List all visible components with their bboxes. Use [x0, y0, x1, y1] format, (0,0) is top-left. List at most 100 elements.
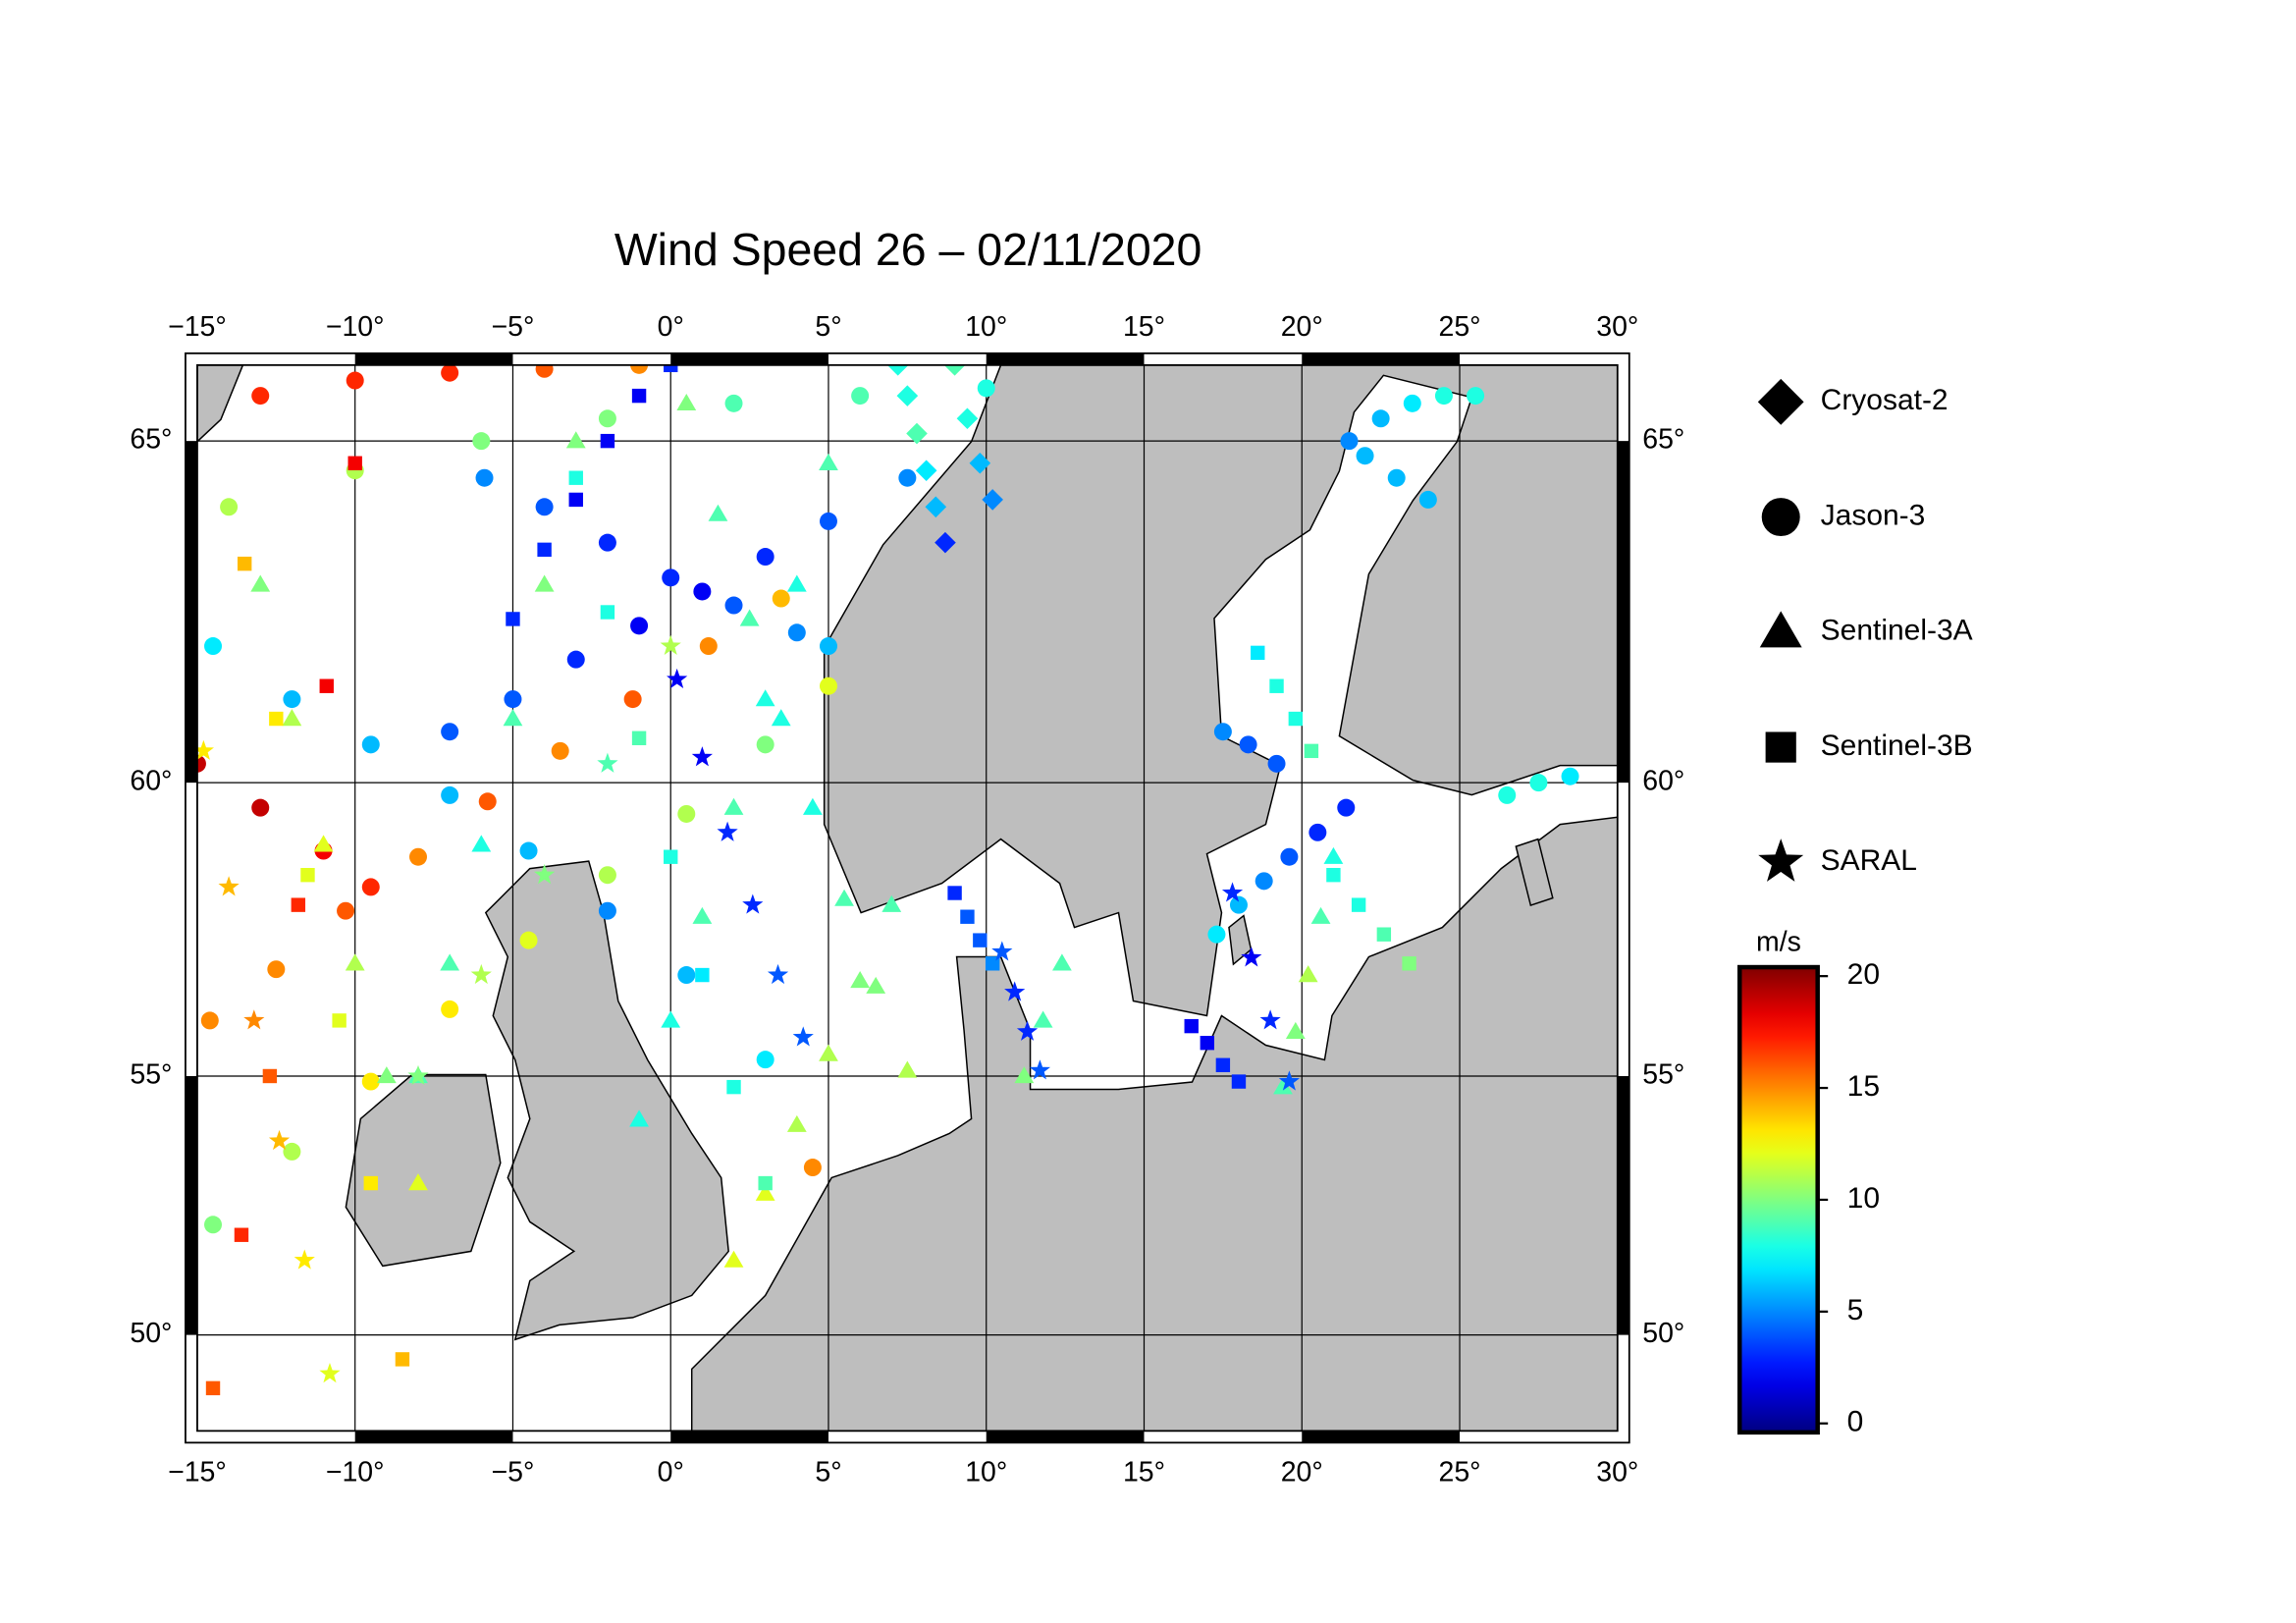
marker [282, 709, 302, 727]
marker [1255, 872, 1273, 891]
marker [1207, 925, 1226, 944]
marker [204, 1216, 223, 1234]
x-tick-label: −10° [326, 1456, 385, 1488]
marker [629, 1109, 649, 1127]
marker [1288, 711, 1304, 727]
marker [1403, 394, 1421, 412]
marker [1267, 754, 1286, 773]
colorbar-tick-label: 0 [1847, 1406, 1864, 1438]
marker [598, 901, 616, 920]
x-tick-label: 15° [1123, 311, 1165, 343]
land-layer [196, 364, 1618, 1432]
marker [1326, 867, 1341, 883]
land [484, 860, 729, 1341]
marker [756, 735, 774, 754]
land [690, 816, 1618, 1432]
marker [1467, 387, 1485, 406]
frame-bar [1302, 352, 1461, 365]
legend: Cryosat-2 Jason-3 Sentinel-3A Sentinel-3B SA… [1757, 378, 1973, 882]
marker [537, 542, 552, 558]
marker [850, 970, 871, 989]
marker [708, 504, 728, 521]
marker [1304, 743, 1319, 759]
frame-bar [354, 1431, 513, 1443]
marker [630, 617, 649, 635]
marker [1273, 1077, 1293, 1095]
marker [1033, 1010, 1053, 1028]
marker [973, 933, 988, 947]
marker [755, 1183, 775, 1201]
marker [1278, 1070, 1301, 1091]
marker [1323, 846, 1344, 864]
land [823, 364, 1618, 1017]
land [1515, 838, 1554, 907]
marker [1340, 432, 1359, 451]
marker [267, 960, 286, 979]
grid-layer [196, 364, 1618, 1432]
marker [881, 894, 902, 912]
marker [661, 1010, 681, 1028]
marker [440, 953, 460, 971]
marker [1351, 897, 1366, 912]
x-tick-label: 25° [1438, 311, 1480, 343]
legend-label: Sentinel-3A [1821, 615, 1973, 647]
frame-bar [986, 352, 1145, 365]
marker [205, 1380, 221, 1396]
y-tick-label: 50° [1642, 1318, 1684, 1349]
marker [1200, 1035, 1215, 1051]
marker [819, 512, 837, 530]
marker [1387, 468, 1406, 487]
x-tick-label: 30° [1596, 311, 1638, 343]
marker [204, 637, 223, 656]
marker [361, 735, 380, 754]
marker [566, 650, 585, 669]
frame-bar [185, 1075, 197, 1335]
x-tick-label: 10° [965, 1456, 1007, 1488]
x-tick-label: −15° [168, 1456, 227, 1488]
marker [345, 953, 365, 971]
frame-bar [354, 352, 513, 365]
x-tick-label: 20° [1281, 1456, 1323, 1488]
marker [268, 1129, 291, 1151]
marker [234, 1227, 249, 1242]
marker [535, 364, 554, 378]
marker [337, 901, 355, 920]
marker [960, 909, 975, 924]
marker [819, 1044, 838, 1061]
marker [1259, 1009, 1281, 1030]
colorbar-tick-label: 20 [1847, 958, 1880, 991]
x-tick-label: −10° [326, 311, 385, 343]
marker [1285, 1021, 1306, 1040]
marker [631, 388, 647, 404]
marker [851, 387, 870, 406]
marker [504, 690, 522, 709]
marker [691, 746, 713, 767]
marker [767, 963, 789, 985]
marker [291, 897, 306, 912]
marker [925, 496, 947, 518]
marker [662, 568, 680, 587]
y-tick-label: 55° [130, 1058, 172, 1090]
marker [723, 797, 744, 815]
marker [915, 460, 937, 482]
marker [803, 1159, 822, 1177]
marker [623, 690, 642, 709]
marker [1016, 1020, 1039, 1041]
frame-bar [670, 352, 828, 365]
marker [472, 432, 491, 451]
marker [363, 1175, 378, 1191]
frame-bar [1617, 441, 1629, 784]
marker [598, 866, 616, 885]
legend-label: Cryosat-2 [1821, 384, 1949, 416]
marker [471, 835, 492, 852]
frame-outer [185, 352, 1630, 1444]
marker [313, 835, 334, 852]
marker [376, 1066, 397, 1084]
marker [346, 371, 364, 390]
marker [1418, 490, 1437, 509]
colorbar-fill [1736, 964, 1820, 1435]
marker [1052, 953, 1072, 971]
marker [1184, 1018, 1199, 1034]
